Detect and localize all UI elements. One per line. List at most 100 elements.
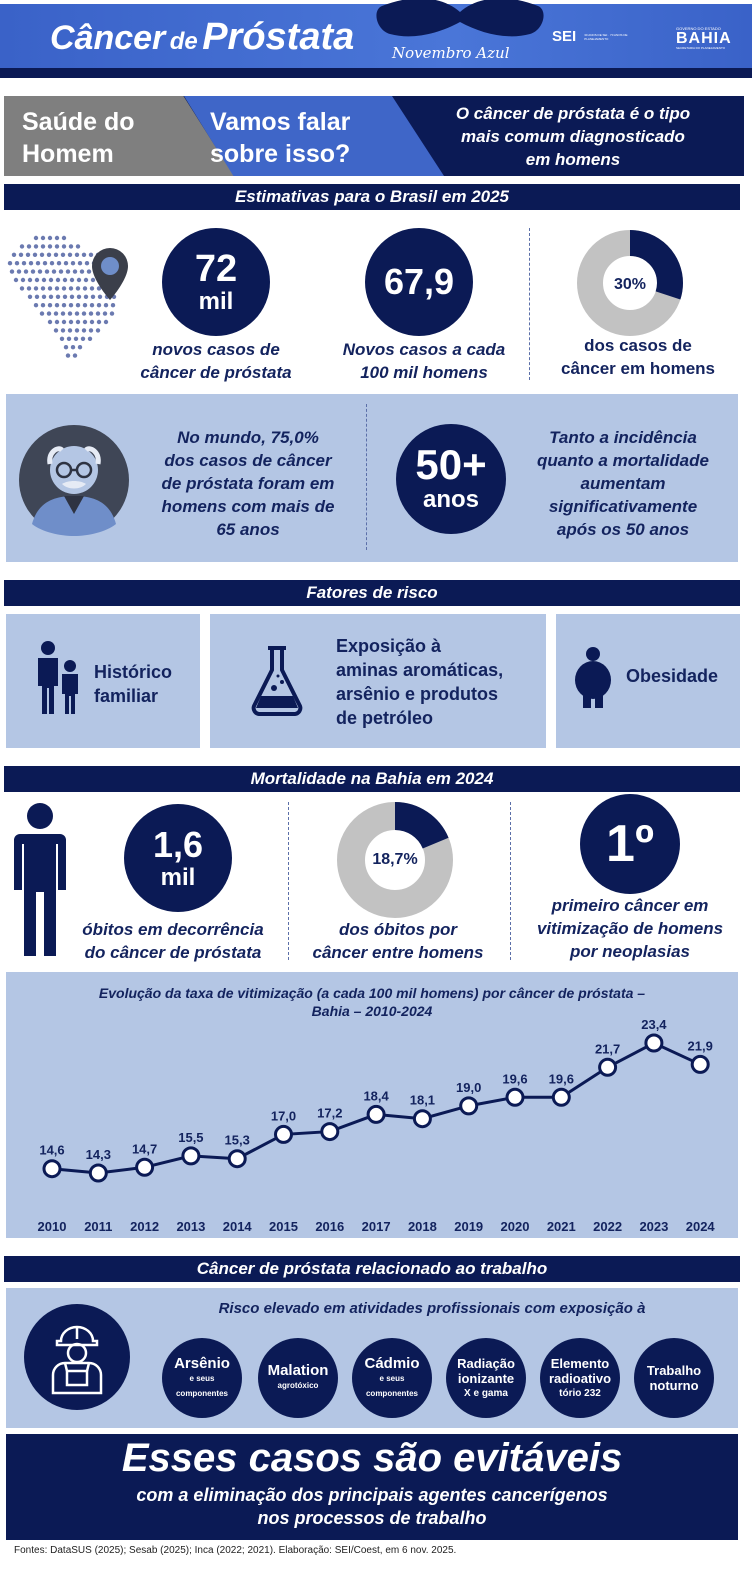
x-tick-label: 2011 — [84, 1219, 112, 1234]
x-tick-label: 2016 — [315, 1219, 344, 1234]
page-title: Câncer de Próstata — [50, 16, 355, 58]
brazil-map-icon — [7, 235, 128, 358]
banner-right-text: O câncer de próstata é o tipo mais comum… — [455, 104, 691, 169]
footer-text: com a eliminação dos principais agentes … — [136, 1485, 608, 1528]
family-icon — [38, 641, 78, 714]
estimates-title: Estimativas para o Brasil em 2025 — [4, 184, 740, 210]
x-tick-label: 2023 — [639, 1219, 668, 1234]
agent-sub2: componentes — [175, 1388, 228, 1398]
agent-sub: e seus — [189, 1373, 215, 1383]
header-underline — [0, 68, 752, 78]
risk-title: Fatores de risco — [4, 580, 740, 606]
data-point — [505, 1087, 525, 1107]
chart-panel — [6, 972, 738, 1238]
footer-sources: Fontes: DataSUS (2025); Sesab (2025); In… — [14, 1545, 457, 1556]
intro-banner: Saúde do Homem Vamos falar sobre isso? O… — [4, 96, 744, 176]
agent-sub2: tório 232 — [559, 1387, 601, 1399]
donut-30-value: 30% — [613, 276, 647, 293]
data-label: 21,7 — [595, 1041, 620, 1056]
agent-circle: Elemento radioativo tório 232 — [540, 1338, 620, 1418]
agent-main: Cádmio — [364, 1354, 420, 1372]
banner-mid-text: Vamos falar sobre isso? — [210, 108, 351, 168]
x-tick-label: 2019 — [454, 1219, 483, 1234]
chart-title: Evolução da taxa de vitimização (a cada … — [98, 985, 646, 1019]
header: Câncer de Próstata Novembro Azul SEI 30 … — [0, 0, 752, 80]
data-label: 19,6 — [549, 1071, 574, 1086]
rank-circle: 1º — [580, 794, 680, 894]
line-chart: 14,6 2010 14,3 2011 14,7 2012 15,5 2013 15,3 2014… — [38, 1017, 716, 1234]
data-label: 15,5 — [178, 1130, 203, 1145]
agent-sub: e seus — [379, 1373, 405, 1383]
x-tick-label: 2017 — [362, 1219, 391, 1234]
agent-sub: radioativo — [548, 1370, 612, 1386]
data-point — [412, 1109, 432, 1129]
agent-sub2: componentes — [365, 1388, 418, 1398]
agent-main: Trabalho — [646, 1363, 702, 1378]
stat-new-cases-circle: 72 mil — [162, 228, 270, 336]
header-subtitle: Novembro Azul — [392, 44, 510, 62]
data-label: 17,0 — [271, 1108, 296, 1123]
x-tick-label: 2010 — [38, 1219, 67, 1234]
work-subtitle: Risco elevado em atividades profissionai… — [218, 1300, 646, 1317]
data-label: 14,7 — [132, 1141, 157, 1156]
header-band — [0, 4, 752, 72]
stat-rate-circle: 67,9 — [365, 228, 473, 336]
data-label: 18,4 — [363, 1088, 389, 1103]
footer-banner — [6, 1434, 738, 1540]
data-label: 15,3 — [225, 1133, 250, 1148]
age-circle: 50+ anos — [396, 424, 506, 534]
rank-label: primeiro câncer em vitimização de homens… — [536, 896, 724, 961]
data-point — [644, 1033, 664, 1053]
man-icon — [14, 803, 66, 956]
old-man-icon — [19, 425, 129, 536]
mortality-title: Mortalidade na Bahia em 2024 — [4, 766, 740, 792]
data-label: 19,0 — [456, 1080, 481, 1095]
deaths-circle: 1,6 mil — [124, 804, 232, 912]
data-label: 21,9 — [688, 1038, 713, 1053]
data-point — [459, 1096, 479, 1116]
work-title: Câncer de próstata relacionado ao trabal… — [4, 1256, 740, 1282]
donut-18-value: 18,7% — [372, 851, 418, 868]
data-label: 14,6 — [39, 1143, 64, 1158]
risk-family-label: Histórico familiar — [94, 662, 173, 706]
x-tick-label: 2024 — [686, 1219, 716, 1234]
data-point — [366, 1104, 386, 1124]
agent-circle: Arsênio e seus componentes — [162, 1338, 242, 1418]
x-tick-label: 2014 — [223, 1219, 253, 1234]
x-tick-label: 2020 — [501, 1219, 530, 1234]
footer-headline: Esses casos são evitáveis — [121, 1436, 623, 1480]
x-tick-label: 2012 — [130, 1219, 159, 1234]
risk-obesity-label: Obesidade — [626, 666, 719, 686]
data-label: 17,2 — [317, 1106, 342, 1121]
agent-sub2: X e gama — [464, 1387, 508, 1399]
agent-sub: agrotóxico — [277, 1381, 319, 1390]
worker-icon — [24, 1304, 130, 1410]
stat-rate-label: Novos casos a cada 100 mil homens — [342, 340, 506, 382]
data-point — [181, 1146, 201, 1166]
agent-circle: Radiação ionizante X e gama — [446, 1338, 526, 1418]
obesity-icon — [575, 647, 611, 708]
sei-logo: SEI 30 ANOS DE SEI · 70 ANOS DE PLANEJAM… — [552, 28, 628, 45]
agent-sub: ionizante — [457, 1370, 515, 1386]
x-tick-label: 2013 — [176, 1219, 205, 1234]
agent-circle: Cádmio e seus componentes — [352, 1338, 432, 1418]
agent-main: Radiação — [457, 1355, 515, 1371]
agent-main: Malation — [267, 1362, 329, 1379]
deaths-share-label: dos óbitos por câncer entre homens — [312, 920, 484, 962]
stat-share-label: dos casos de câncer em homens — [560, 336, 715, 378]
data-label: 19,6 — [502, 1071, 527, 1086]
data-label: 18,1 — [410, 1093, 435, 1108]
donut-30-percent — [577, 230, 683, 336]
agent-sub: noturno — [649, 1378, 699, 1393]
data-label: 23,4 — [641, 1017, 667, 1032]
mustache-icon — [376, 0, 544, 37]
banner-left-text: Saúde do Homem — [22, 108, 135, 168]
x-tick-label: 2022 — [593, 1219, 622, 1234]
bahia-logo: GOVERNO DO ESTADO BAHIA SECRETARIA DO PL… — [676, 26, 732, 50]
world-text: No mundo, 75,0% dos casos de câncer de p… — [161, 428, 335, 539]
data-point — [690, 1054, 710, 1074]
incidence-text: Tanto a incidência quanto a mortalidade … — [537, 428, 709, 539]
x-tick-label: 2021 — [547, 1219, 576, 1234]
data-point — [320, 1122, 340, 1142]
x-tick-label: 2018 — [408, 1219, 437, 1234]
